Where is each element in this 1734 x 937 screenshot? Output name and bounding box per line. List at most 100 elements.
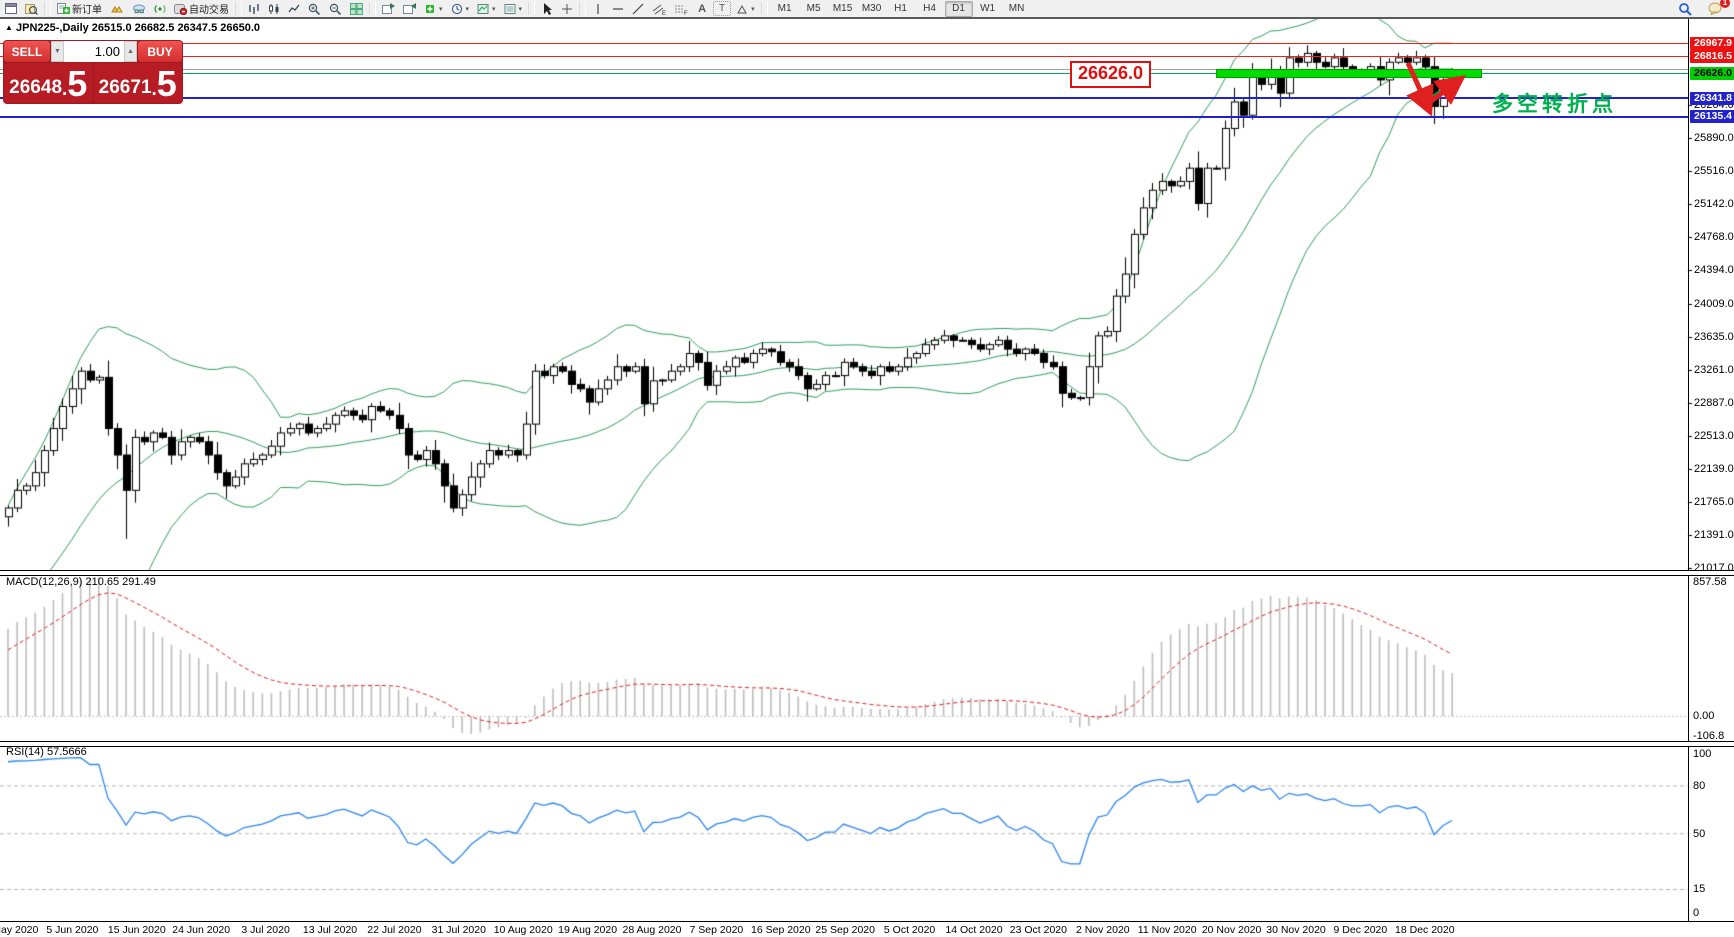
price-line-26672[interactable] [0, 68, 1688, 70]
timeframe-h4[interactable]: H4 [923, 2, 936, 14]
sell-button[interactable]: SELL [4, 41, 50, 62]
chart-window-icon[interactable] [2, 1, 20, 16]
price-tick-label: 21765.0 [1694, 496, 1734, 509]
sell-price[interactable]: 26648. 5 [4, 63, 93, 103]
volume-up-button[interactable]: ▲ [124, 41, 137, 62]
gold-icon[interactable] [107, 1, 127, 16]
timeframe-w1[interactable]: W1 [980, 2, 996, 14]
price-tick-label: 23635.0 [1694, 331, 1734, 344]
price-tag-26135.4: 26135.4 [1690, 110, 1734, 123]
price-line-26135.4[interactable] [0, 115, 1688, 118]
shapes-icon[interactable]: ▾ [733, 1, 758, 16]
zoom-in-icon[interactable] [305, 1, 324, 16]
timeframe-m5[interactable]: M5 [806, 2, 821, 14]
data-window-icon[interactable] [22, 1, 41, 16]
price-tag-26967.9: 26967.9 [1690, 36, 1734, 50]
notification-icon[interactable]: 1 [1705, 0, 1730, 16]
buy-price[interactable]: 26671. 5 [93, 63, 182, 103]
support-zone-bar[interactable] [1216, 69, 1482, 78]
chart-shift-icon[interactable] [400, 1, 419, 16]
search-icon[interactable] [1675, 1, 1695, 16]
line-chart-icon[interactable] [285, 1, 303, 16]
date-tick-label: 16 Sep 2020 [751, 924, 811, 936]
date-tick-label: 10 Aug 2020 [493, 924, 553, 936]
date-axis-line [0, 921, 1734, 922]
price-callout-box[interactable]: 26626.0 [1070, 61, 1151, 88]
fibonacci-icon[interactable]: F [671, 1, 691, 16]
volume-down-button[interactable]: ▼ [51, 41, 64, 62]
cursor-icon[interactable] [538, 1, 556, 16]
date-tick-label: 23 Oct 2020 [1009, 924, 1067, 936]
autotrading-button[interactable]: 自动交易 [171, 1, 232, 16]
timeframe-m15[interactable]: M15 [832, 2, 853, 14]
price-tick-label: 23261.0 [1694, 364, 1734, 377]
price-line-26341.8[interactable] [0, 97, 1688, 100]
toolbar-separator [235, 2, 242, 15]
candlestick-chart-icon[interactable] [265, 1, 283, 16]
macd-rsi-separator[interactable] [0, 741, 1734, 747]
timeframe-m1[interactable]: M1 [777, 2, 792, 14]
tile-windows-icon[interactable] [347, 1, 366, 16]
svg-text:E: E [662, 11, 666, 15]
notification-badge: 1 [1720, 0, 1730, 8]
price-tick-label: 21391.0 [1694, 529, 1734, 542]
signals-icon[interactable] [151, 1, 169, 16]
auto-scroll-icon[interactable] [379, 1, 398, 16]
price-line-26626[interactable] [0, 72, 1688, 74]
volume-input[interactable]: 1.00 [94, 44, 120, 59]
date-tick-label: 24 Jun 2020 [172, 924, 231, 936]
price-axis-line [1688, 18, 1689, 922]
trend-arrows[interactable] [1390, 50, 1480, 125]
objects-list-icon[interactable]: ▾ [501, 1, 526, 16]
toolbar-separator [528, 2, 536, 15]
date-tick-label: 2 Nov 2020 [1075, 924, 1130, 936]
date-tick-label: 22 Jul 2020 [367, 924, 422, 936]
trendline-icon[interactable] [629, 1, 647, 16]
price-line-26967.9[interactable] [0, 42, 1688, 44]
volume-box: ▼ 1.00 ▲ [51, 41, 137, 62]
date-tick-label: 18 Dec 2020 [1395, 924, 1455, 936]
price-tag-26816.5: 26816.5 [1690, 49, 1734, 63]
main-toolbar: 新订单 自动交易 ▾ ▾ ▾ ▾ E F A T ▾ M1 M5 M15 M30 H1 H… [0, 0, 1734, 17]
vertical-line-icon[interactable] [589, 1, 607, 16]
timeframe-h1[interactable]: H1 [894, 2, 907, 14]
horizontal-line-icon[interactable] [609, 1, 627, 16]
date-tick-label: 30 Nov 2020 [1266, 924, 1326, 936]
toolbar-separator [369, 2, 376, 15]
bar-chart-icon[interactable] [245, 1, 263, 16]
cloud-sync-icon[interactable] [129, 1, 149, 16]
collapse-triangle-icon[interactable]: ▲ [5, 23, 13, 32]
price-tag-26341.8: 26341.8 [1690, 91, 1734, 105]
price-tick-label: 22139.0 [1694, 463, 1734, 476]
toolbar-separator [760, 2, 768, 15]
toolbar-separator [44, 2, 51, 15]
price-line-26816.5[interactable] [0, 55, 1688, 57]
timeframe-mn[interactable]: MN [1008, 2, 1025, 14]
window-top-border [0, 17, 1734, 19]
svg-text:F: F [684, 11, 688, 15]
price-tick-label: 22513.0 [1694, 430, 1734, 443]
date-tick-label: 27 May 2020 [0, 924, 39, 936]
new-order-button[interactable]: 新订单 [54, 1, 105, 16]
main-macd-separator[interactable] [0, 570, 1734, 576]
timeframe-m30[interactable]: M30 [861, 2, 882, 14]
up-arrow-icon [1424, 75, 1466, 107]
crosshair-icon[interactable] [558, 1, 576, 16]
periods-icon[interactable]: ▾ [448, 1, 473, 16]
equidistant-channel-icon[interactable]: E [649, 1, 669, 16]
date-tick-label: 7 Sep 2020 [689, 924, 744, 936]
date-tick-label: 19 Aug 2020 [558, 924, 618, 936]
buy-button[interactable]: BUY [138, 41, 182, 62]
templates-icon[interactable]: ▾ [474, 1, 499, 16]
zoom-out-icon[interactable] [326, 1, 345, 16]
indicators-icon[interactable]: ▾ [421, 1, 446, 16]
toolbar-separator [579, 2, 587, 15]
timeframe-d1[interactable]: D1 [944, 0, 973, 17]
text-icon[interactable]: A [698, 2, 707, 15]
rsi-tick-label: 15 [1693, 883, 1706, 896]
date-tick-label: 25 Sep 2020 [815, 924, 875, 936]
label-icon[interactable]: T [713, 1, 732, 16]
turning-point-text[interactable]: 多空转折点 [1492, 93, 1617, 116]
